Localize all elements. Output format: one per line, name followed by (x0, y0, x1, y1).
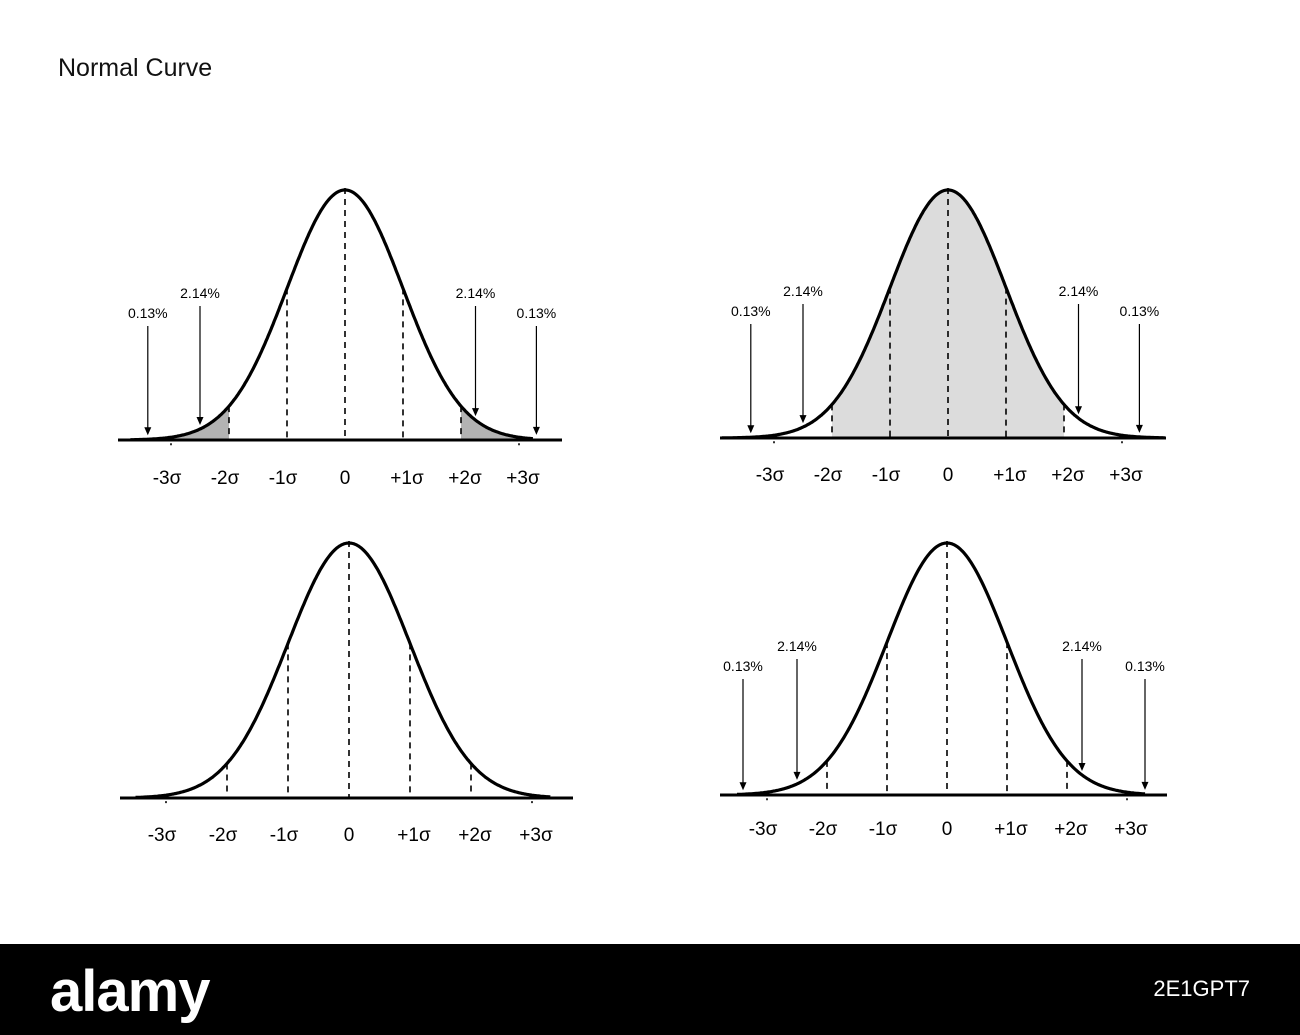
tick-label: -3σ (756, 465, 785, 486)
footer-bar: alamy 2E1GPT7 (0, 944, 1300, 1035)
arrow-head (1075, 406, 1082, 415)
density-curve (130, 188, 534, 442)
tick-label: -1σ (270, 825, 299, 846)
tick-label: -3σ (153, 468, 182, 489)
page-title: Normal Curve (58, 54, 213, 82)
arrow-head (472, 408, 479, 417)
arrow-head (739, 782, 747, 791)
tick-label: +1σ (390, 468, 424, 489)
density-curve (721, 188, 1165, 440)
tick-label: -2σ (814, 465, 843, 486)
annotation-label: 0.13% (1125, 658, 1165, 674)
shaded-right-tail (461, 406, 534, 440)
tick-label: 0 (942, 819, 953, 840)
normal-curve-charts: -3σ -2σ -1σ 0 +1σ +2σ +3σ0.13%2.14% 2.14%0.13%-… (118, 188, 1167, 846)
arrow-head (1078, 762, 1086, 771)
tick-label: +1σ (993, 465, 1027, 486)
brand-logo: alamy (50, 959, 210, 1024)
arrow-head (1135, 424, 1143, 433)
arrow-head (144, 427, 152, 436)
tick-label: 0 (340, 468, 351, 489)
tick-label: -3σ (749, 819, 778, 840)
tick-label: 0 (344, 825, 355, 846)
arrow-head (532, 426, 540, 435)
tick-label: 0 (943, 465, 954, 486)
chart-1: -3σ -2σ -1σ 0 +1σ +2σ +3σ 0.13% 2.14% 2.14% 0.13% (118, 188, 562, 489)
annotation-label: 0.13% (723, 658, 763, 674)
annotation-label: 2.14% (1062, 638, 1102, 654)
annotation-label: 0.13% (128, 305, 168, 321)
annotation-label: 2.14% (777, 638, 817, 654)
annotation-label: 0.13% (517, 305, 557, 321)
annotation-label: 0.13% (1120, 303, 1160, 319)
tick-label: -2σ (209, 825, 238, 846)
tick-label: -1σ (269, 468, 298, 489)
tick-label: -1σ (872, 465, 901, 486)
tick-label: +2σ (1051, 465, 1085, 486)
annotation-label: 2.14% (180, 285, 220, 301)
tick-label: +3σ (1114, 819, 1148, 840)
chart-3: -3σ -2σ -1σ 0 +1σ +2σ +3σ (120, 541, 573, 846)
chart-4: -3σ -2σ -1σ 0 +1σ +2σ +3σ 0.13% 2.14% 2.14% 0.13% (720, 541, 1167, 840)
tick-label: -2σ (809, 819, 838, 840)
density-curve (135, 541, 551, 799)
tick-label: +1σ (397, 825, 431, 846)
tick-label: +2σ (1054, 819, 1088, 840)
tick-label: +2σ (458, 825, 492, 846)
tick-label: -1σ (869, 819, 898, 840)
shaded-left-tail (130, 406, 229, 440)
tick-label: +3σ (519, 825, 553, 846)
tick-label: +3σ (506, 468, 540, 489)
arrow-head (793, 771, 801, 780)
annotation-label: 2.14% (1059, 283, 1099, 299)
arrow-head (1141, 781, 1149, 790)
arrow-head (196, 417, 204, 426)
tick-label: -3σ (148, 825, 177, 846)
annotation-label: 0.13% (731, 303, 771, 319)
image-id: 2E1GPT7 (1153, 976, 1250, 1001)
density-curve (737, 541, 1146, 796)
chart-2: -3σ -2σ -1σ 0 +1σ +2σ +3σ 0.13% 2.14% 2.14% 0.13% (720, 188, 1166, 486)
tick-label: -2σ (211, 468, 240, 489)
annotation-label: 2.14% (456, 285, 496, 301)
tick-label: +2σ (448, 468, 482, 489)
arrow-head (747, 425, 755, 434)
tick-label: +1σ (994, 819, 1028, 840)
annotation-label: 2.14% (783, 283, 823, 299)
arrow-head (799, 415, 807, 424)
tick-label: +3σ (1109, 465, 1143, 486)
